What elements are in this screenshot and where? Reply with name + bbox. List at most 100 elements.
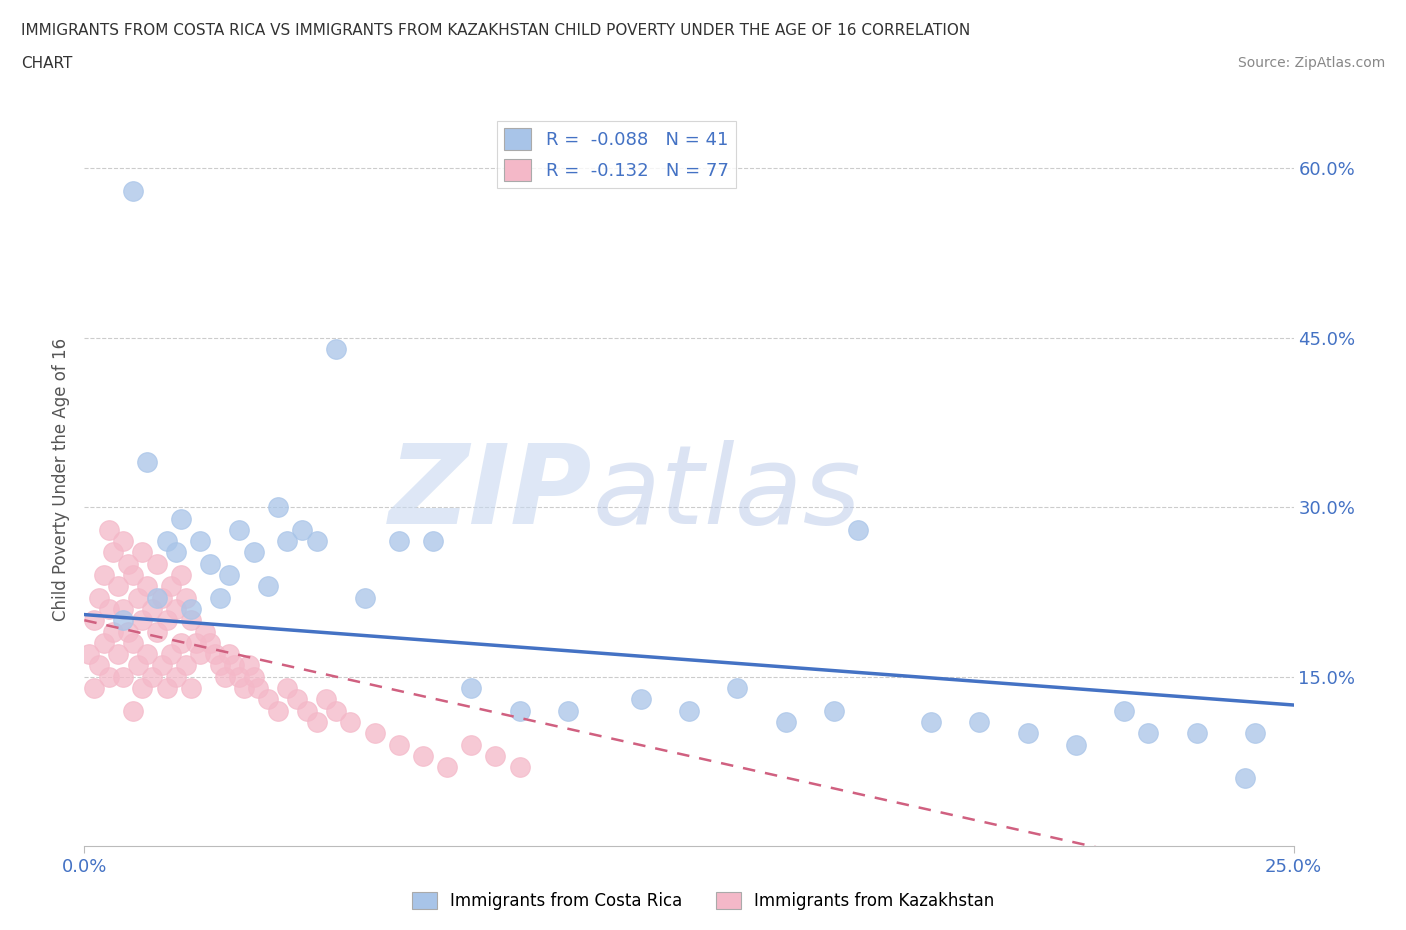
Point: [267, 499, 290, 514]
Point: [238, 658, 260, 673]
Point: [112, 670, 135, 684]
Point: [136, 646, 159, 661]
Point: [136, 578, 159, 593]
Point: [170, 512, 193, 526]
Point: [77, 646, 100, 661]
Point: [1064, 737, 1087, 752]
Point: [112, 613, 135, 628]
Legend: R =  -0.088   N = 41, R =  -0.132   N = 77: R = -0.088 N = 41, R = -0.132 N = 77: [496, 121, 735, 188]
Point: [460, 737, 482, 752]
Point: [117, 556, 139, 571]
Point: [131, 545, 153, 560]
Point: [131, 613, 153, 628]
Point: [204, 646, 226, 661]
Point: [180, 613, 202, 628]
Point: [155, 613, 177, 628]
Point: [208, 658, 231, 673]
Point: [97, 602, 120, 617]
Point: [218, 567, 240, 582]
Point: [257, 578, 280, 593]
Y-axis label: Child Poverty Under the Age of 16: Child Poverty Under the Age of 16: [52, 338, 70, 620]
Point: [257, 692, 280, 707]
Point: [83, 613, 105, 628]
Point: [291, 523, 314, 538]
Point: [388, 737, 411, 752]
Point: [339, 714, 361, 729]
Point: [276, 681, 298, 696]
Point: [107, 646, 129, 661]
Point: [247, 681, 270, 696]
Point: [484, 749, 506, 764]
Point: [136, 455, 159, 470]
Point: [509, 760, 531, 775]
Point: [198, 635, 221, 650]
Point: [93, 635, 115, 650]
Point: [131, 681, 153, 696]
Point: [170, 567, 193, 582]
Point: [354, 591, 377, 605]
Point: [678, 703, 700, 718]
Point: [174, 658, 197, 673]
Text: Source: ZipAtlas.com: Source: ZipAtlas.com: [1237, 56, 1385, 70]
Point: [233, 681, 256, 696]
Point: [305, 534, 328, 549]
Point: [208, 591, 231, 605]
Point: [775, 714, 797, 729]
Point: [165, 670, 187, 684]
Point: [194, 624, 217, 639]
Point: [1137, 725, 1160, 740]
Point: [121, 567, 143, 582]
Point: [218, 646, 240, 661]
Text: IMMIGRANTS FROM COSTA RICA VS IMMIGRANTS FROM KAZAKHSTAN CHILD POVERTY UNDER THE: IMMIGRANTS FROM COSTA RICA VS IMMIGRANTS…: [21, 23, 970, 38]
Point: [630, 692, 652, 707]
Point: [150, 591, 173, 605]
Point: [242, 545, 264, 560]
Point: [412, 749, 434, 764]
Point: [242, 670, 264, 684]
Point: [127, 591, 149, 605]
Point: [184, 635, 207, 650]
Point: [87, 591, 110, 605]
Point: [170, 635, 193, 650]
Point: [165, 602, 187, 617]
Point: [305, 714, 328, 729]
Point: [557, 703, 579, 718]
Point: [93, 567, 115, 582]
Point: [160, 646, 183, 661]
Point: [1017, 725, 1039, 740]
Point: [509, 703, 531, 718]
Point: [146, 591, 169, 605]
Point: [160, 578, 183, 593]
Point: [97, 670, 120, 684]
Point: [422, 534, 444, 549]
Point: [846, 523, 869, 538]
Text: ZIP: ZIP: [388, 440, 592, 547]
Point: [1243, 725, 1265, 740]
Text: CHART: CHART: [21, 56, 73, 71]
Point: [198, 556, 221, 571]
Point: [388, 534, 411, 549]
Point: [325, 703, 347, 718]
Point: [97, 523, 120, 538]
Point: [141, 670, 163, 684]
Text: atlas: atlas: [592, 440, 860, 547]
Point: [295, 703, 318, 718]
Point: [83, 681, 105, 696]
Point: [285, 692, 308, 707]
Point: [214, 670, 236, 684]
Point: [228, 523, 250, 538]
Point: [121, 703, 143, 718]
Point: [150, 658, 173, 673]
Point: [228, 670, 250, 684]
Point: [1185, 725, 1208, 740]
Point: [155, 534, 177, 549]
Point: [141, 602, 163, 617]
Point: [180, 681, 202, 696]
Point: [725, 681, 748, 696]
Point: [103, 624, 125, 639]
Point: [121, 635, 143, 650]
Point: [363, 725, 385, 740]
Point: [103, 545, 125, 560]
Point: [823, 703, 845, 718]
Point: [165, 545, 187, 560]
